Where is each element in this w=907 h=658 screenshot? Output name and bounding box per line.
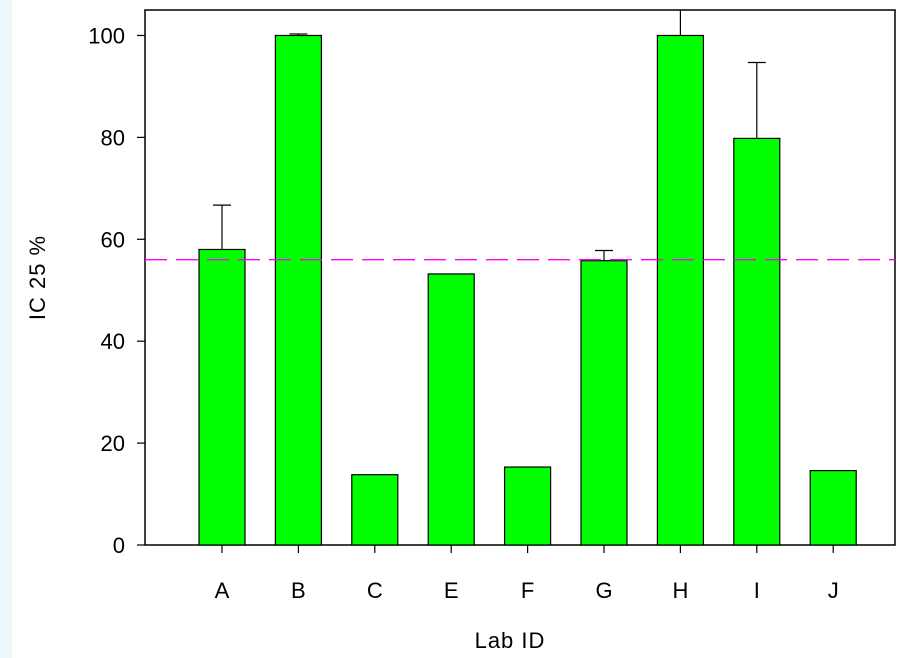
- plot-area: [144, 9, 896, 546]
- x-tick-label-i: I: [754, 578, 760, 603]
- x-axis-title: Lab ID: [475, 628, 546, 653]
- y-tick-label-100: 100: [88, 23, 125, 48]
- plot-frame: [144, 9, 896, 546]
- x-tick-label-b: B: [291, 578, 306, 603]
- x-tick-label-a: A: [215, 578, 230, 603]
- y-tick-label-60: 60: [101, 227, 125, 252]
- bar-b: [274, 34, 322, 546]
- x-tick-label-e: E: [444, 578, 459, 603]
- bar-c: [351, 474, 399, 546]
- bar-a: [198, 248, 246, 546]
- y-axis: 0 20 40 60 80 100: [88, 23, 145, 558]
- bar-g: [580, 260, 628, 546]
- bar-j: [809, 470, 857, 546]
- y-tick-label-0: 0: [113, 533, 125, 558]
- y-tick-label-80: 80: [101, 125, 125, 150]
- y-axis-title: IC 25 %: [25, 235, 50, 320]
- x-tick-label-j: J: [828, 578, 839, 603]
- bar-h: [656, 34, 705, 546]
- error-bars-group: [213, 10, 766, 261]
- x-tick-label-c: C: [367, 578, 383, 603]
- bar-f: [504, 466, 552, 546]
- bar-i: [733, 137, 781, 546]
- bars-group: [198, 34, 857, 546]
- y-tick-label-40: 40: [101, 329, 125, 354]
- bar-e: [427, 273, 475, 546]
- x-tick-label-h: H: [672, 578, 688, 603]
- x-tick-label-g: G: [595, 578, 612, 603]
- left-margin-strip: [0, 0, 12, 658]
- y-tick-label-20: 20: [101, 431, 125, 456]
- x-tick-label-f: F: [521, 578, 534, 603]
